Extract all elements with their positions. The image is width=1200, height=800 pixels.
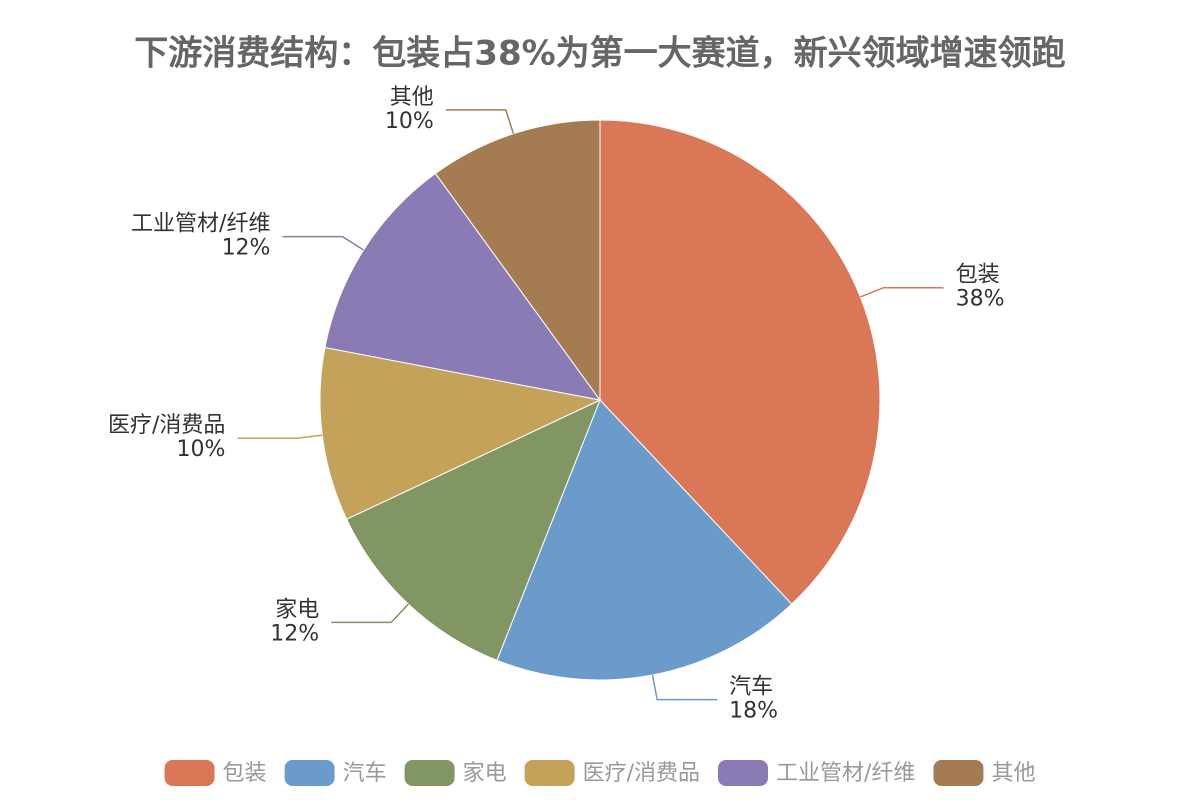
legend-label: 家电 [463,761,507,786]
legend-swatch [164,760,215,786]
chart-title: 下游消费结构：包装占38%为第一大赛道，新兴领域增速领跑 [134,34,1065,74]
slice-value-label: 10% [176,437,225,462]
legend-swatch [718,760,769,786]
slice-label: 其他 [390,85,434,110]
slice-label: 汽车 [729,675,773,700]
leader-line [445,109,515,134]
legend-label: 其他 [991,761,1035,786]
pie-slice [434,119,601,402]
pie-slice [599,119,881,605]
legend-swatch [933,760,984,786]
slice-value-label: 12% [222,236,271,261]
pie-slice [319,346,602,520]
leader-line [282,235,364,251]
legend: 包装 汽车 家电 医疗/消费品 工业管材/纤维 其他 [164,760,1035,786]
legend-swatch [284,760,335,786]
slice-value-label: 10% [385,109,434,134]
slice-label: 医疗/消费品 [108,413,225,438]
slice-value-label: 38% [956,287,1005,312]
legend-label: 汽车 [343,761,387,786]
leader-line [237,434,323,439]
leader-line [331,603,409,624]
legend-swatch [404,760,455,786]
leader-line [860,286,944,298]
legend-label: 包装 [223,761,267,786]
slice-value-label: 12% [270,621,319,646]
slice-label: 工业管材/纤维 [131,212,270,237]
legend-label: 医疗/消费品 [583,761,700,786]
legend-swatch [524,760,575,786]
legend-label: 工业管材/纤维 [776,761,915,786]
slice-label: 包装 [956,263,1000,288]
leader-line [651,674,718,701]
pie-slice [496,399,793,681]
slice-value-label: 18% [729,699,778,724]
slice-label: 家电 [275,597,319,622]
pie-slice [324,172,602,401]
